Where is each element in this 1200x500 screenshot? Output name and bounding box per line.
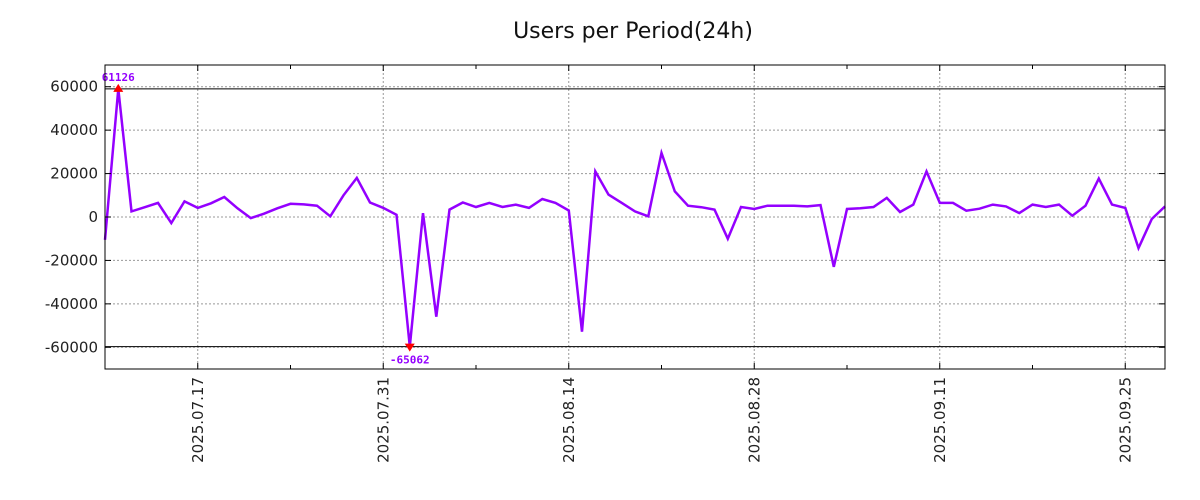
y-tick-label: -20000 (45, 251, 98, 269)
max-label: 61126 (102, 71, 135, 84)
max-marker-icon (113, 83, 124, 92)
series-line-users (103, 88, 1166, 347)
x-tick-label: 2025.09.25 (1116, 377, 1134, 463)
min-label: -65062 (390, 354, 430, 367)
y-tick-label: 20000 (50, 165, 98, 183)
min-marker-icon (404, 343, 415, 352)
x-tick-label: 2025.08.28 (745, 377, 763, 463)
series-users (103, 88, 1166, 347)
axes: 60000 40000 20000 0 -20000 -40000 -60000 2025.0… (45, 65, 1165, 463)
x-tick-label: 2025.08.14 (560, 377, 578, 463)
extreme-lines (105, 88, 1165, 348)
y-tick-label: 0 (88, 208, 98, 226)
chart-title: Users per Period(24h) (513, 19, 753, 44)
x-tick-label: 2025.07.31 (374, 377, 392, 463)
y-tick-label: -60000 (45, 338, 98, 356)
grid (105, 65, 1165, 369)
y-tick-label: -40000 (45, 295, 98, 313)
y-tick-label: 40000 (50, 121, 98, 139)
x-tick-label: 2025.09.11 (931, 377, 949, 463)
y-tick-label: 60000 (50, 78, 98, 96)
extreme-markers: 61126 -65062 (102, 71, 430, 367)
x-tick-label: 2025.07.17 (189, 377, 207, 463)
